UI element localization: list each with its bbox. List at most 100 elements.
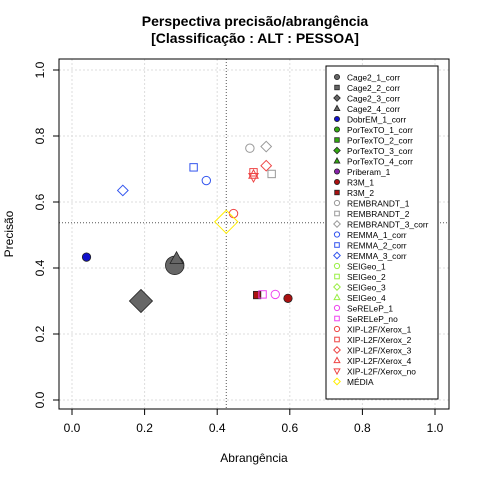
- data-point: [189, 163, 198, 172]
- legend-label: SEIGeo_3: [347, 282, 386, 292]
- legend-symbol: [333, 116, 340, 123]
- data-point: [260, 140, 273, 153]
- legend-label: PorTexTO_4_corr: [347, 156, 413, 166]
- axes: 0.0 0.0 0.2 0.2 0.4 0.4 0.6 0.6 0.8 0.8 1.0 1.0: [33, 61, 444, 435]
- legend-label: XIP-L2F/Xerox_4: [347, 356, 412, 366]
- legend-box: [325, 65, 439, 400]
- legend-label: Cage2_2_corr: [347, 83, 400, 93]
- legend-symbol: [333, 356, 341, 364]
- legend-label: XIP-L2F/Xerox_1: [347, 324, 412, 334]
- x-tick-label: 0.4: [209, 421, 226, 435]
- legend-label: SEIGeo_2: [347, 272, 386, 282]
- legend-symbol: [333, 146, 341, 155]
- x-tick-label: 1.0: [427, 421, 444, 435]
- data-point: [249, 168, 258, 177]
- legend-symbol: [334, 210, 340, 217]
- plot-frame: [58, 58, 450, 410]
- y-tick-label: 0.6: [33, 193, 47, 210]
- legend-symbol: [334, 189, 340, 196]
- legend-label: REMMA_2_corr: [347, 240, 407, 250]
- legend-label: XIP-L2F/Xerox_2: [347, 335, 412, 345]
- legend-label: DobrEM_1_corr: [347, 114, 406, 124]
- chart-subtitle: [Classificação : ALT : PESSOA]: [151, 30, 359, 46]
- legend-label: XIP-L2F/Xerox_no: [347, 366, 416, 376]
- legend-label: R3M_2: [347, 188, 374, 198]
- legend-label: SEIGeo_1: [347, 261, 386, 271]
- legend-symbol: [333, 157, 341, 164]
- y-tick-label: 0.0: [33, 391, 47, 408]
- legend-label: MÉDIA: [347, 377, 374, 387]
- y-tick-label: 1.0: [33, 61, 47, 78]
- legend-symbol: [333, 220, 341, 228]
- legend-symbol: [334, 273, 340, 280]
- data-point: [201, 175, 212, 186]
- legend-label: REMBRANDT_3_corr: [347, 219, 429, 229]
- data-point: [214, 209, 239, 235]
- data-point: [260, 159, 273, 172]
- legend-symbol: [334, 336, 340, 343]
- x-tick-label: 0.2: [136, 421, 153, 435]
- y-axis-label: Precisão: [2, 210, 16, 257]
- legend-symbol: [334, 137, 340, 143]
- x-axis-label: Abrangência: [220, 451, 288, 465]
- legend-label: PorTexTO_2_corr: [347, 135, 413, 145]
- legend-symbol: [333, 325, 341, 333]
- data-point: [267, 169, 276, 179]
- data-point: [81, 252, 92, 262]
- data-point: [253, 290, 262, 300]
- legend-label: REMMA_1_corr: [347, 230, 407, 240]
- legend-symbol: [333, 178, 340, 185]
- legend-symbol: [333, 126, 340, 133]
- legend-label: SeRELeP_1: [347, 303, 393, 313]
- legend-symbol: [333, 104, 341, 111]
- legend: Cage2_1_corrCage2_2_corrCage2_3_corrCage…: [325, 65, 439, 400]
- y-tick-label: 0.4: [33, 259, 47, 276]
- legend-symbol: [333, 283, 341, 291]
- data-point: [245, 143, 255, 153]
- legend-label: REMMA_3_corr: [347, 251, 407, 261]
- legend-label: PorTexTO_3_corr: [347, 146, 413, 156]
- chart-title: Perspectiva precisão/abrangência: [142, 13, 369, 29]
- legend-symbol: [333, 251, 341, 260]
- legend-label: Priberam_1: [347, 167, 391, 177]
- x-tick-label: 0.8: [354, 421, 371, 435]
- data-point: [270, 289, 280, 300]
- legend-symbol: [333, 231, 341, 238]
- legend-label: SeRELeP_no: [347, 314, 398, 324]
- legend-symbol: [333, 368, 341, 376]
- legend-symbol: [334, 84, 340, 91]
- legend-symbol: [333, 377, 341, 386]
- legend-symbol: [333, 74, 340, 81]
- legend-label: XIP-L2F/Xerox_3: [347, 345, 412, 355]
- legend-label: REMBRANDT_2: [347, 209, 410, 219]
- data-point: [116, 184, 129, 197]
- legend-symbol: [333, 346, 341, 354]
- data-point: [169, 250, 184, 264]
- data-point: [248, 168, 259, 179]
- data-point: [258, 290, 267, 299]
- legend-symbol: [333, 304, 341, 312]
- x-tick-label: 0.0: [64, 421, 81, 435]
- legend-symbol: [333, 94, 341, 102]
- legend-symbol: [333, 199, 341, 207]
- legend-label: R3M_1: [347, 177, 374, 187]
- legend-label: REMBRANDT_1: [347, 198, 410, 208]
- legend-label: Cage2_3_corr: [347, 93, 400, 103]
- legend-label: Cage2_4_corr: [347, 104, 400, 114]
- legend-symbol: [334, 315, 340, 322]
- data-point: [248, 173, 259, 183]
- legend-symbol: [333, 262, 341, 270]
- legend-symbol: [333, 293, 341, 301]
- data-points: [81, 140, 293, 314]
- legend-label: Cage2_1_corr: [347, 72, 400, 82]
- y-tick-label: 0.8: [33, 127, 47, 144]
- data-point: [128, 288, 154, 314]
- y-tick-label: 0.2: [33, 325, 47, 342]
- legend-label: PorTexTO_1_corr: [347, 125, 413, 135]
- legend-label: SEIGeo_4: [347, 293, 386, 303]
- legend-symbol: [333, 168, 340, 175]
- data-point: [283, 293, 293, 303]
- legend-symbol: [334, 242, 340, 248]
- x-tick-label: 0.6: [281, 421, 298, 435]
